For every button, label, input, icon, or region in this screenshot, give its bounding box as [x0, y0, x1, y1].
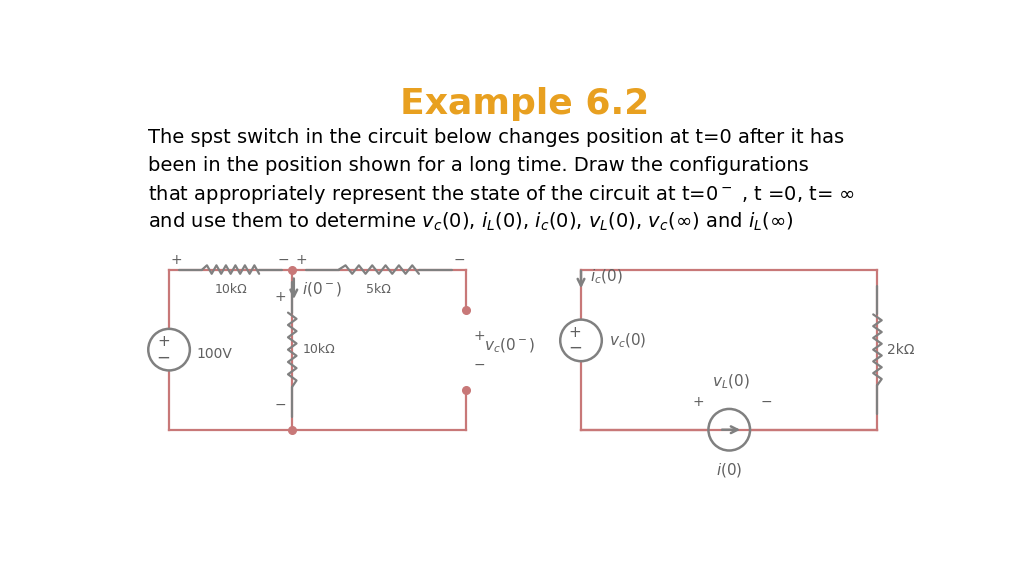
Text: 10kΩ: 10kΩ	[214, 283, 247, 297]
Text: Example 6.2: Example 6.2	[400, 87, 649, 121]
Text: The spst switch in the circuit below changes position at t=0 after it has: The spst switch in the circuit below cha…	[147, 128, 844, 147]
Text: $v_c(0)$: $v_c(0)$	[608, 331, 646, 350]
Text: −: −	[473, 358, 484, 372]
Text: −: −	[568, 339, 582, 357]
Text: −: −	[274, 398, 286, 412]
Text: that appropriately represent the state of the circuit at t=0$^-$ , t =0, t= $\in: that appropriately represent the state o…	[147, 183, 854, 206]
Text: $i(0)$: $i(0)$	[716, 461, 742, 479]
Text: +: +	[692, 395, 705, 409]
Text: $v_L(0)$: $v_L(0)$	[712, 373, 750, 391]
Text: −: −	[157, 349, 171, 366]
Text: +: +	[568, 325, 582, 340]
Text: −: −	[278, 253, 289, 267]
Text: 2kΩ: 2kΩ	[887, 343, 914, 357]
Text: 100V: 100V	[197, 347, 232, 361]
Text: $i(0^-)$: $i(0^-)$	[301, 280, 342, 298]
Text: +: +	[473, 329, 484, 343]
Text: +: +	[171, 253, 182, 267]
Text: $v_c(0^-)$: $v_c(0^-)$	[484, 336, 536, 355]
Text: +: +	[274, 290, 286, 303]
Text: +: +	[158, 335, 170, 350]
Text: +: +	[296, 253, 307, 267]
Text: −: −	[454, 253, 465, 267]
Text: been in the position shown for a long time. Draw the configurations: been in the position shown for a long ti…	[147, 155, 808, 175]
Text: 5kΩ: 5kΩ	[367, 283, 391, 297]
Text: 10kΩ: 10kΩ	[303, 343, 336, 356]
Text: and use them to determine $v_c(0)$, $i_L(0)$, $i_c(0)$, $v_L(0)$, $v_c(\infty)$ : and use them to determine $v_c(0)$, $i_L…	[147, 211, 793, 234]
Text: −: −	[761, 395, 772, 409]
Text: $i_c(0)$: $i_c(0)$	[590, 268, 623, 287]
